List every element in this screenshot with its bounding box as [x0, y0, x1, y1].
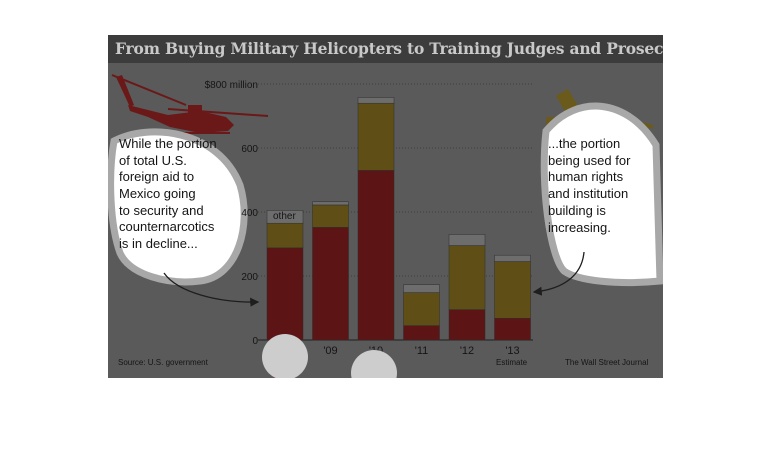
bar-segment [403, 292, 440, 326]
right-note-line: ...the portion [548, 136, 620, 151]
chart-figure: From Buying Military Helicopters to Trai… [108, 35, 663, 378]
grey-marker-circle [262, 334, 308, 378]
bar-segment [494, 317, 531, 341]
bar-segment [403, 325, 440, 341]
left-arrow [163, 272, 260, 307]
estimate-note: Estimate [496, 358, 528, 367]
left-annotation: While the portion of total U.S. foreign … [119, 136, 217, 251]
grey-marker-circle [351, 350, 397, 378]
helicopter-icon [111, 74, 269, 134]
right-annotation: ...the portion being used for human righ… [548, 136, 631, 235]
left-note-line: is in decline... [119, 236, 198, 251]
y-tick-label: 600 [241, 144, 258, 155]
right-note-line: being used for [548, 153, 631, 168]
right-note-line: and institution [548, 186, 628, 201]
y-tick-label: 200 [241, 272, 258, 283]
left-note-line: of total U.S. [119, 153, 187, 168]
bar-segment [494, 254, 531, 262]
x-tick-label: '09 [323, 345, 337, 357]
left-note-line: Mexico going [119, 186, 196, 201]
x-tick-label: '11 [415, 345, 429, 357]
bar-segment [312, 201, 349, 206]
bar-segment [448, 234, 486, 246]
left-note-line: to security and [119, 203, 204, 218]
left-note-line: foreign aid to [119, 169, 194, 184]
bar-segment [312, 227, 349, 341]
left-note-line: While the portion [119, 136, 217, 151]
bar-segment [266, 247, 304, 341]
right-note-line: building is [548, 203, 606, 218]
title-bar: From Buying Military Helicopters to Trai… [108, 35, 663, 63]
x-tick-label: '13 [505, 345, 519, 357]
chart-title: From Buying Military Helicopters to Trai… [115, 39, 663, 58]
bar-segment [448, 245, 486, 310]
right-note-line: increasing. [548, 220, 611, 235]
bar-segment [403, 284, 440, 293]
bar-segment [357, 97, 395, 104]
bar-segment [494, 261, 531, 319]
left-annotation-blob [108, 128, 248, 286]
bar-segment [312, 204, 349, 228]
publisher-credit: The Wall Street Journal [565, 358, 649, 367]
x-tick-label: '12 [460, 345, 474, 357]
bar-segment [266, 222, 304, 249]
y-tick-label: 0 [252, 336, 258, 347]
bar-segment [266, 210, 304, 224]
left-note-line: counternarcotics [119, 219, 215, 234]
right-note-line: human rights [548, 169, 624, 184]
source-note: Source: U.S. government [118, 358, 209, 367]
bar-segment [448, 309, 486, 341]
y-tick-label: $800 million [205, 80, 258, 91]
bar-segment [357, 170, 395, 341]
right-annotation-blob [540, 102, 663, 286]
right-arrow [532, 251, 585, 296]
bar-segment [357, 102, 395, 171]
other-segment-label: other [273, 211, 296, 222]
y-tick-label: 400 [241, 208, 258, 219]
